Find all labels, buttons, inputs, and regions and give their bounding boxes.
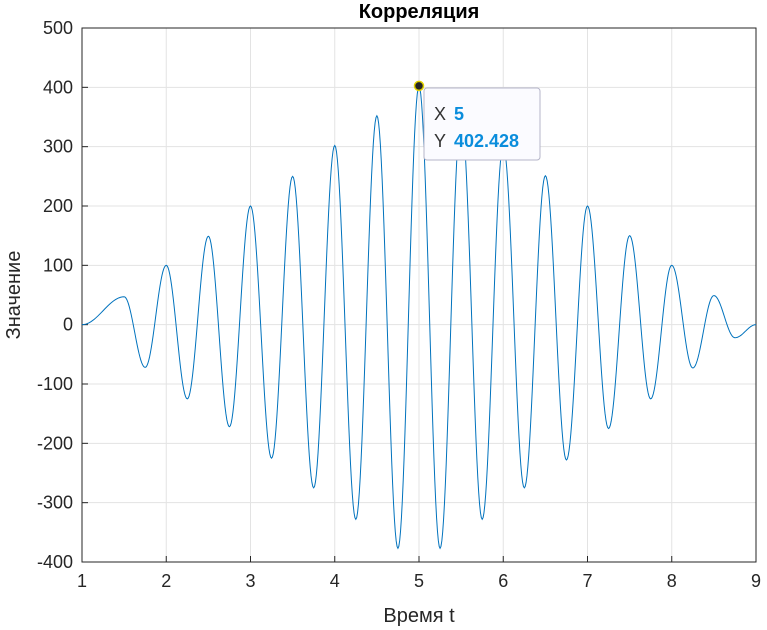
y-tick-label: -100 — [37, 374, 73, 394]
y-tick-label: -400 — [37, 552, 73, 572]
x-tick-label: 4 — [330, 571, 340, 591]
y-tick-label: -300 — [37, 493, 73, 513]
data-tip[interactable]: X 5 Y 402.428 — [413, 80, 541, 161]
y-tick-label: 100 — [43, 255, 73, 275]
x-axis-label: Время t — [383, 605, 455, 627]
x-tick-label: 1 — [77, 571, 87, 591]
x-tick-label: 2 — [161, 571, 171, 591]
y-axis-label: Значение — [3, 251, 25, 340]
data-tip-box — [423, 87, 541, 161]
y-axis: 500 400 300 200 100 0 -100 -200 -300 -400 — [37, 18, 88, 572]
data-tip-y-value: 402.428 — [454, 131, 519, 151]
x-tick-label: 6 — [498, 571, 508, 591]
x-tick-label: 7 — [582, 571, 592, 591]
data-tip-x-key: X — [434, 104, 446, 124]
y-tick-label: 200 — [43, 196, 73, 216]
x-tick-label: 3 — [245, 571, 255, 591]
y-tick-label: -200 — [37, 433, 73, 453]
chart-title: Корреляция — [359, 1, 480, 23]
y-tick-label: 400 — [43, 77, 73, 97]
x-tick-label: 9 — [751, 571, 761, 591]
y-tick-label: 300 — [43, 137, 73, 157]
data-tip-y-key: Y — [434, 131, 446, 151]
data-tip-x-value: 5 — [454, 104, 464, 124]
x-axis: 1 2 3 4 5 6 7 8 9 — [77, 556, 761, 591]
x-tick-label: 5 — [414, 571, 424, 591]
grid — [81, 27, 757, 563]
correlation-series-line — [81, 84, 757, 550]
data-tip-marker[interactable] — [413, 80, 425, 92]
x-tick-label: 8 — [667, 571, 677, 591]
y-tick-label: 0 — [63, 315, 73, 335]
y-tick-label: 500 — [43, 18, 73, 38]
